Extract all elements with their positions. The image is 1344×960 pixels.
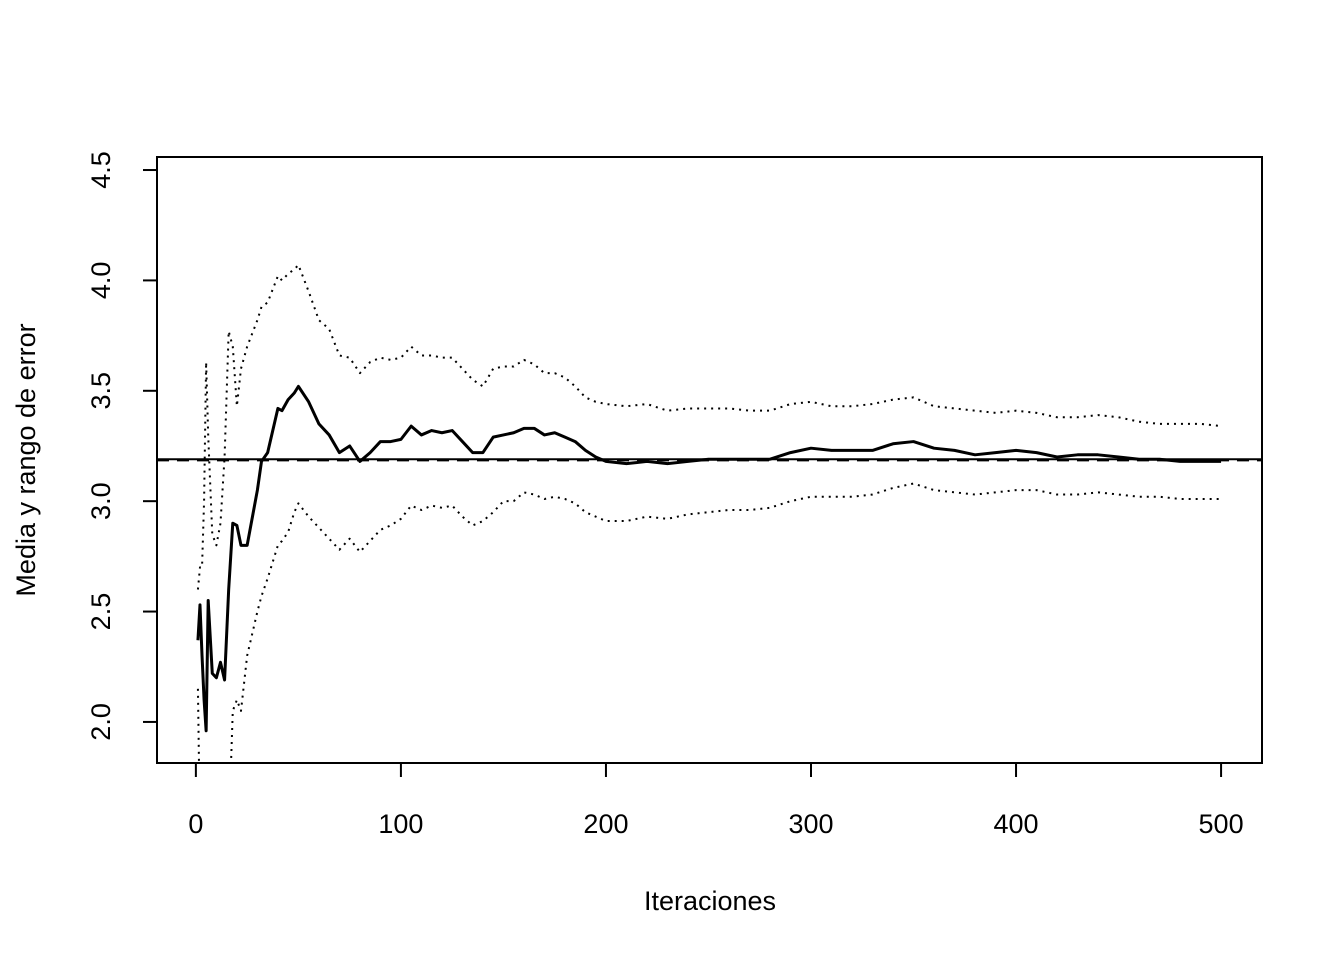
- x-tick-label: 100: [378, 809, 423, 839]
- y-tick-label: 3.5: [86, 372, 116, 410]
- x-tick-label: 300: [788, 809, 833, 839]
- x-tick-label: 400: [994, 809, 1039, 839]
- x-tick-label: 200: [583, 809, 628, 839]
- x-tick-label: 500: [1199, 809, 1244, 839]
- y-tick-label: 4.0: [86, 262, 116, 300]
- x-axis-label: Iteraciones: [644, 886, 776, 916]
- y-tick-label: 3.0: [86, 482, 116, 520]
- y-tick-label: 4.5: [86, 151, 116, 189]
- y-axis-label: Media y rango de error: [11, 323, 41, 596]
- plot-area: [157, 263, 1262, 763]
- y-tick-label: 2.5: [86, 593, 116, 631]
- x-tick-label: 0: [188, 809, 203, 839]
- y-tick-label: 2.0: [86, 703, 116, 741]
- series-line: [196, 384, 1222, 733]
- series-line: [196, 263, 1222, 590]
